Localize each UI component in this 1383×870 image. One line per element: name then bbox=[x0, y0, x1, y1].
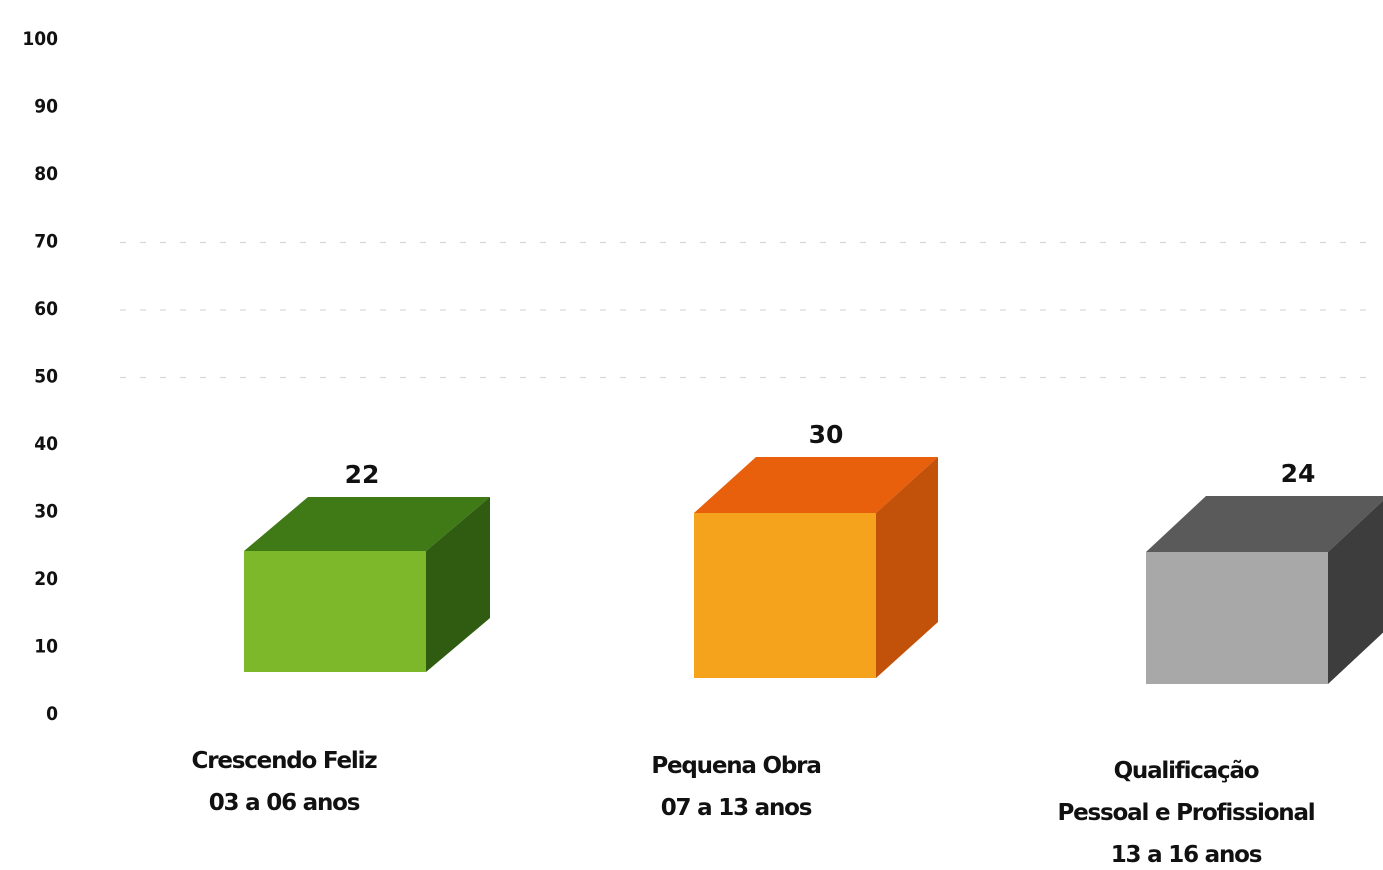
category-label: 03 a 06 anos bbox=[209, 790, 360, 816]
category-label: Pequena Obra bbox=[651, 753, 820, 779]
y-tick-label: 70 bbox=[34, 231, 58, 253]
bar-front-face bbox=[244, 551, 426, 672]
y-tick-label: 80 bbox=[34, 163, 58, 185]
bar-side-face bbox=[876, 457, 938, 678]
y-tick-label: 60 bbox=[34, 298, 58, 320]
data-label: 22 bbox=[345, 460, 380, 489]
bar-top-face bbox=[694, 457, 938, 513]
bar-top-face bbox=[1146, 496, 1383, 552]
y-tick-label: 90 bbox=[34, 96, 58, 118]
y-tick-label: 100 bbox=[22, 28, 58, 50]
y-tick-label: 50 bbox=[34, 366, 58, 388]
y-tick-label: 40 bbox=[34, 433, 58, 455]
bar-front-face bbox=[1146, 552, 1328, 684]
category-label: 13 a 16 anos bbox=[1111, 842, 1262, 868]
bar-front-face bbox=[694, 513, 876, 678]
y-tick-label: 10 bbox=[34, 636, 58, 658]
bar-side-face bbox=[1328, 500, 1383, 684]
category-label: Qualificação bbox=[1114, 758, 1259, 784]
data-label: 24 bbox=[1281, 459, 1316, 488]
y-tick-label: 30 bbox=[34, 501, 58, 523]
bar-side-face bbox=[426, 497, 490, 672]
y-tick-label: 0 bbox=[46, 703, 58, 725]
data-label: 30 bbox=[809, 420, 844, 449]
category-label: Pessoal e Profissional bbox=[1058, 800, 1315, 826]
bar-top-face bbox=[244, 497, 490, 551]
y-tick-label: 20 bbox=[34, 568, 58, 590]
category-label: 07 a 13 anos bbox=[661, 795, 812, 821]
category-label: Crescendo Feliz bbox=[192, 748, 378, 774]
